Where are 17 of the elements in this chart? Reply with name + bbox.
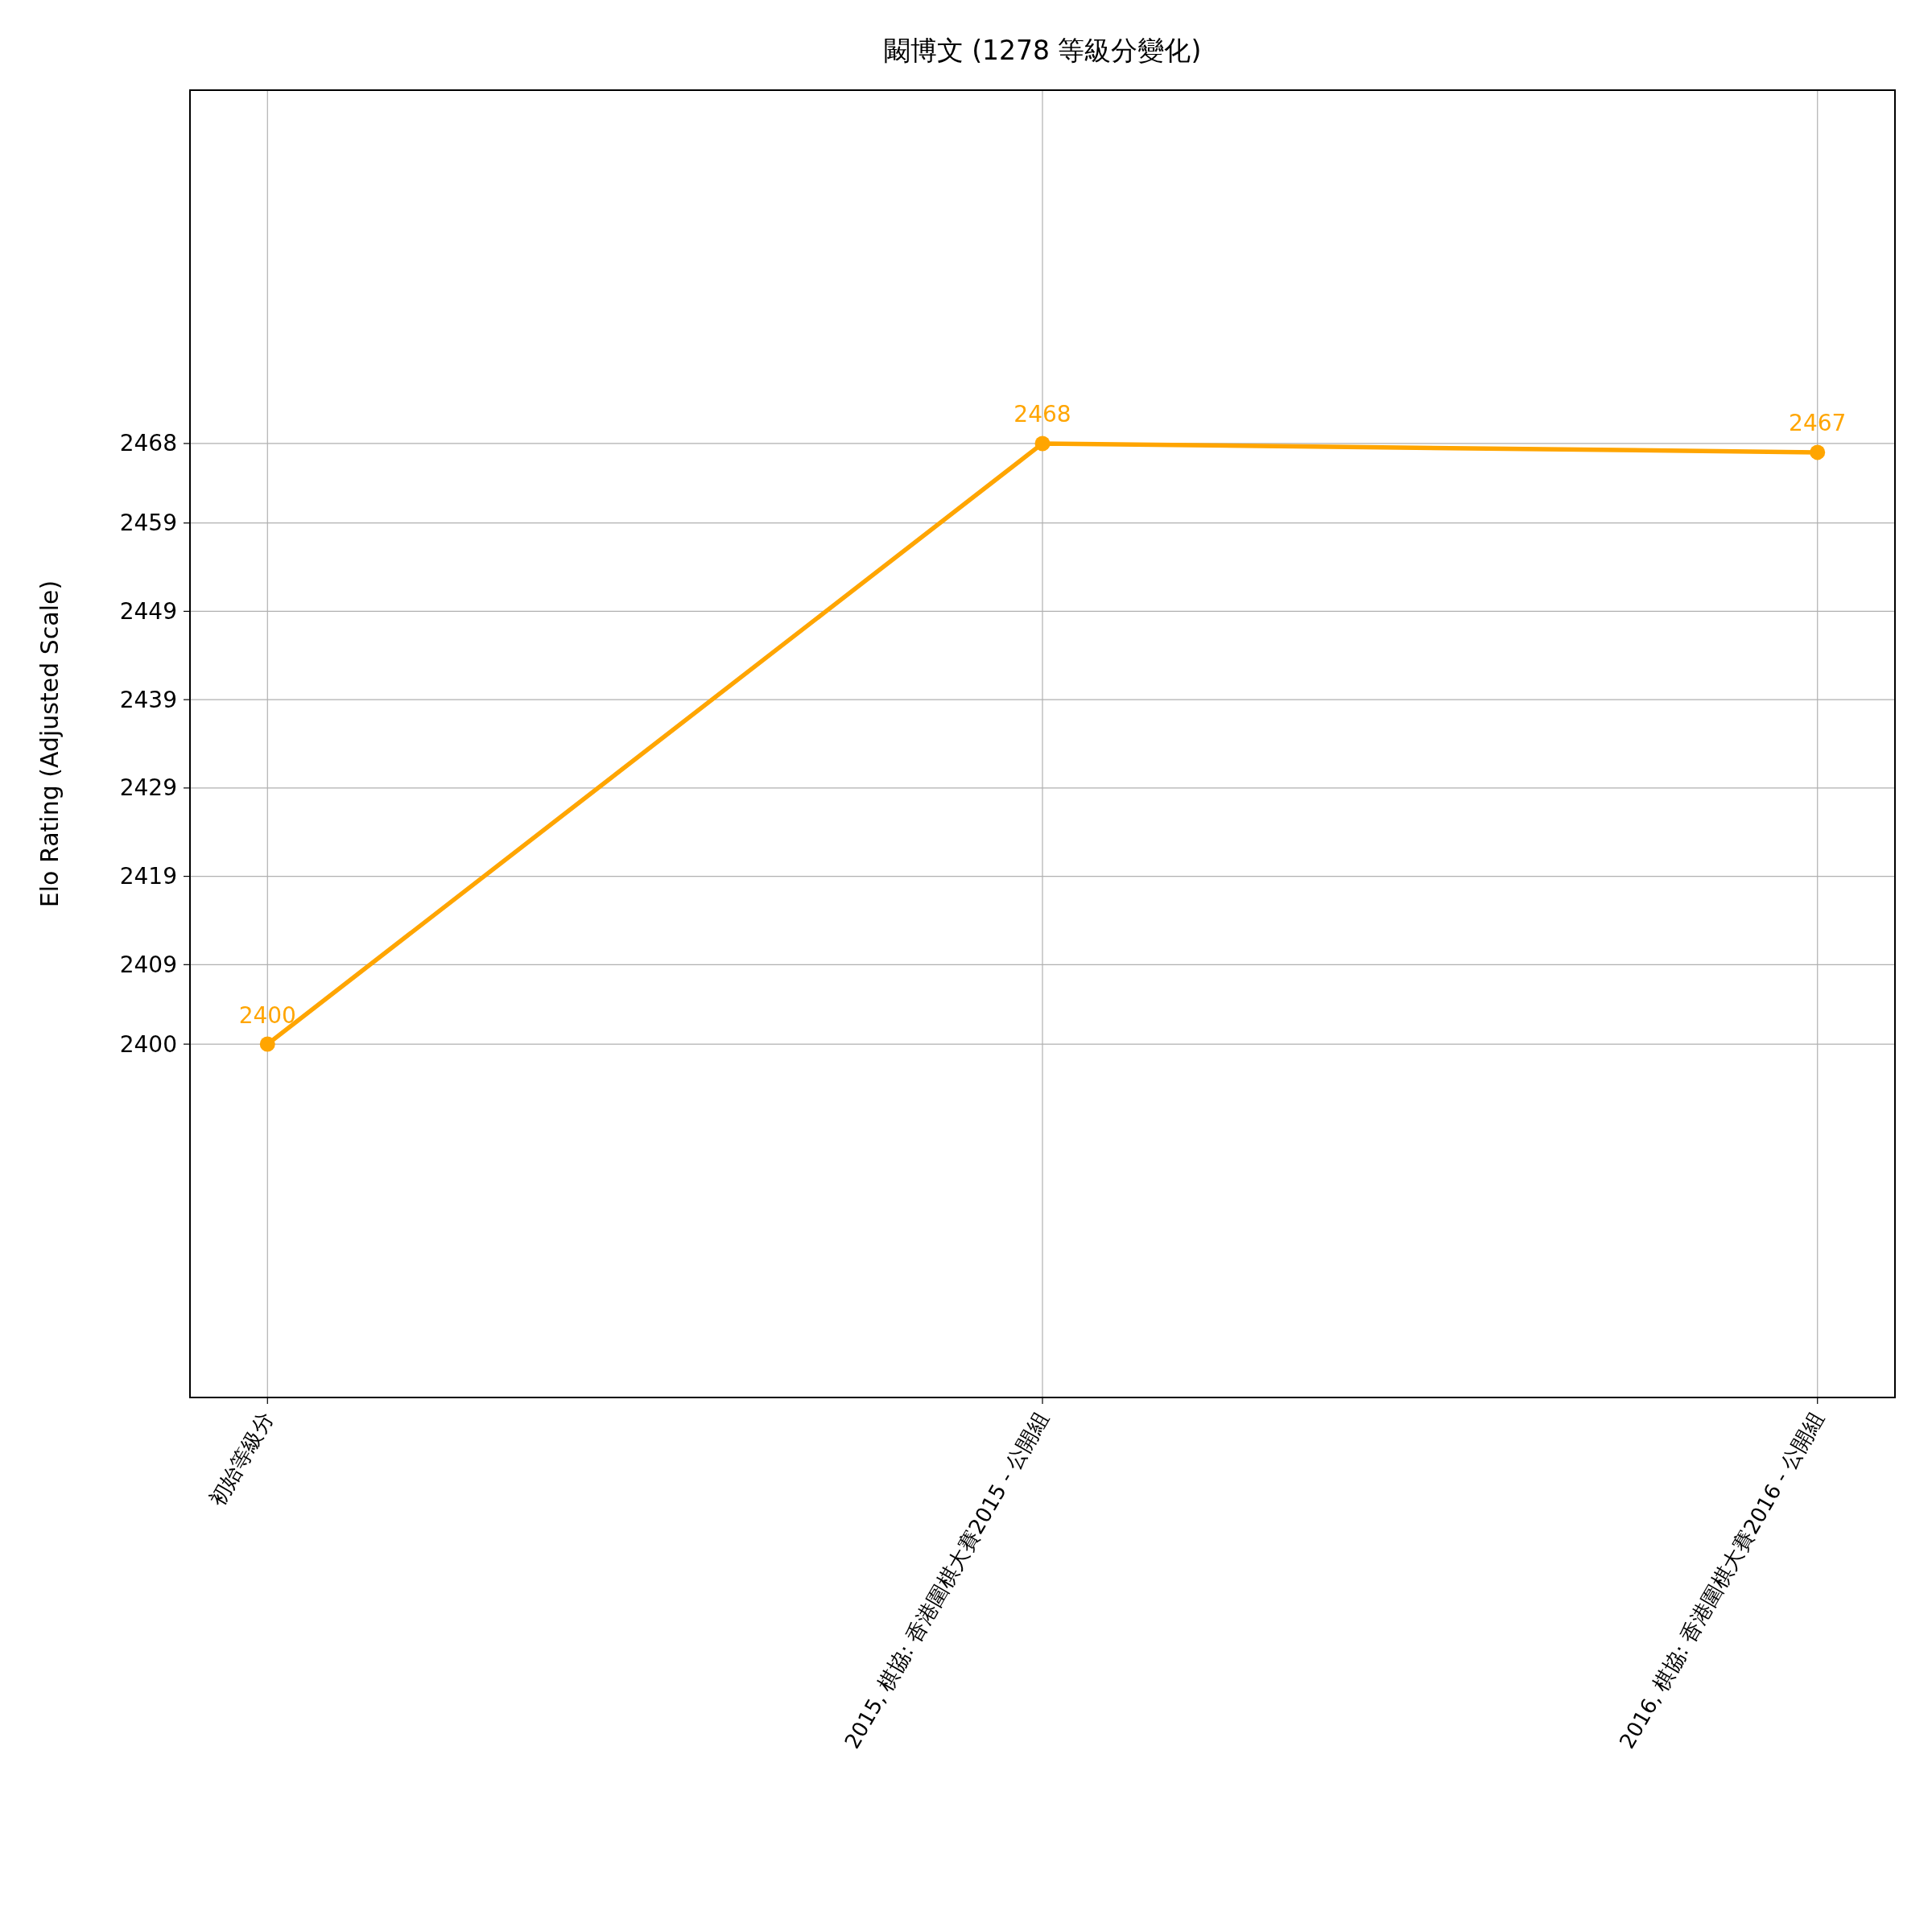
y-tick-label: 2468: [119, 430, 177, 457]
y-axis-title: Elo Rating (Adjusted Scale): [35, 580, 64, 908]
data-label: 2400: [238, 1001, 296, 1029]
data-label: 2467: [1789, 410, 1847, 437]
y-tick-label: 2429: [119, 774, 177, 802]
y-tick-label: 2459: [119, 510, 177, 537]
point: [1034, 436, 1051, 452]
point: [259, 1036, 275, 1052]
y-tick-label: 2419: [119, 863, 177, 890]
y-tick-label: 2449: [119, 597, 177, 625]
chart-title: 闞博文 (1278 等級分變化): [883, 35, 1202, 66]
x-tick-label: 初始等級分: [204, 1407, 279, 1511]
point: [1810, 444, 1826, 460]
data-label: 2468: [1013, 401, 1071, 428]
y-tick-label: 2400: [119, 1030, 177, 1058]
y-tick-label: 2409: [119, 951, 177, 978]
y-tick-label: 2439: [119, 686, 177, 713]
